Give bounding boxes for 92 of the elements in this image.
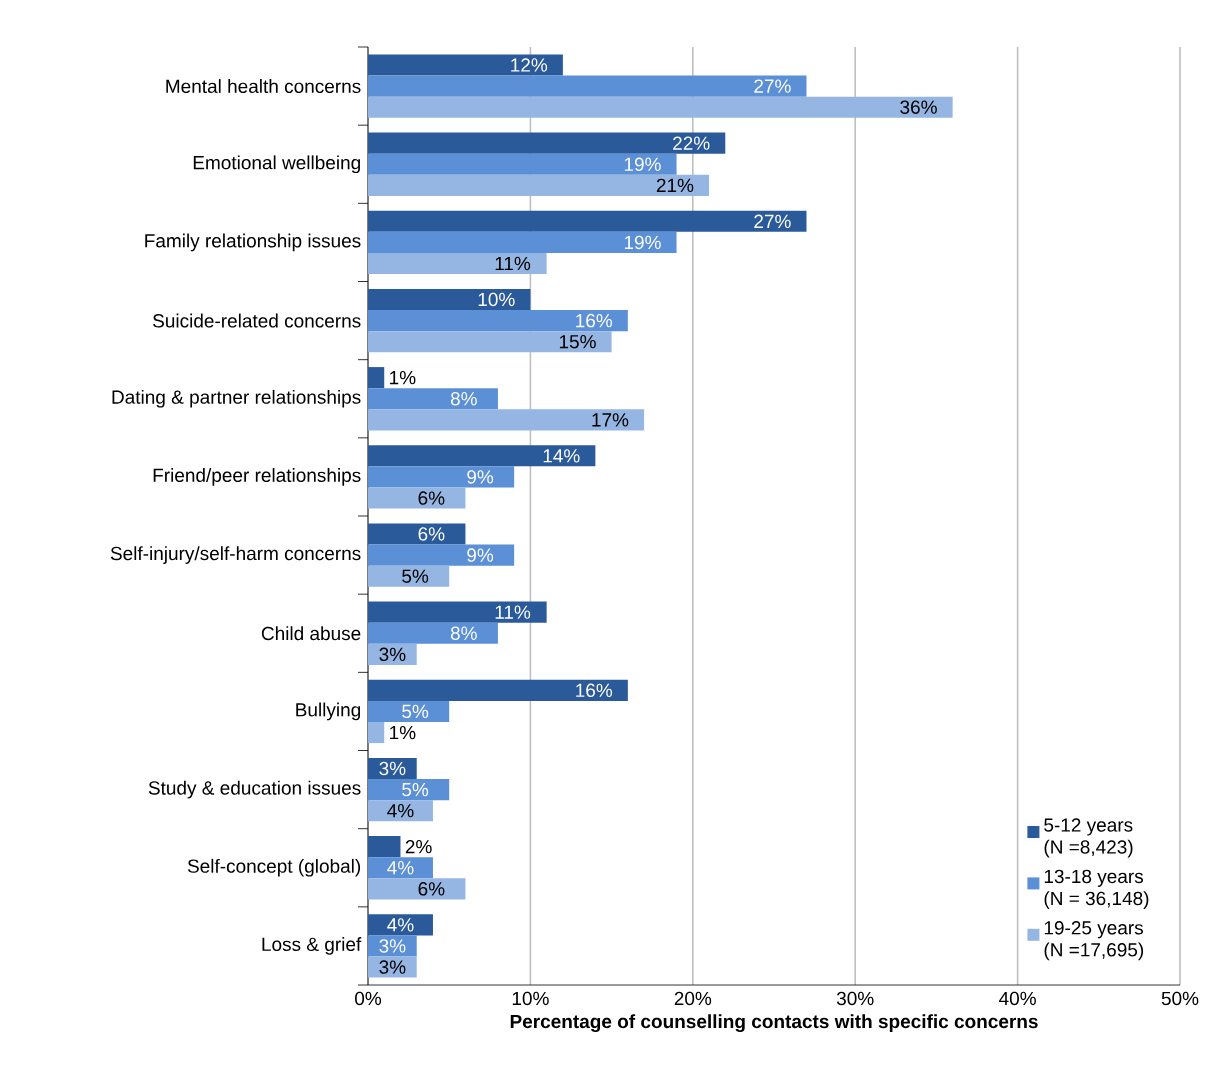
y-tick-label: Dating & partner relationships <box>112 389 361 408</box>
bar <box>368 700 450 722</box>
data-label: 19% <box>624 157 661 171</box>
data-label: 6% <box>418 527 445 541</box>
x-tick-label: 40% <box>999 991 1036 1006</box>
data-label: 1% <box>390 725 416 740</box>
bar <box>368 231 677 253</box>
data-label: 27% <box>754 79 791 93</box>
data-label: 16% <box>576 683 613 698</box>
data-label: 6% <box>418 491 445 505</box>
data-label: 4% <box>387 804 414 818</box>
data-label: 21% <box>656 178 694 193</box>
bar <box>368 757 417 780</box>
data-label: 11% <box>495 605 531 619</box>
y-tick-label: Mental health concerns <box>166 79 361 94</box>
legend-label: 19-25 years (N =17,695) <box>1044 921 1144 961</box>
data-label: 8% <box>450 392 477 406</box>
data-label: 4% <box>387 918 414 932</box>
bar <box>368 523 466 545</box>
data-label: 16% <box>576 313 613 328</box>
data-label: 1% <box>390 371 416 385</box>
x-axis-title: Percentage of counselling contacts with specific concerns <box>510 1014 1038 1033</box>
data-label: 2% <box>405 839 432 854</box>
data-label: 19% <box>624 235 661 250</box>
legend-label: 13-18 years (N = 36,148) <box>1044 869 1149 909</box>
y-tick-label: Bullying <box>296 702 361 721</box>
bar <box>368 466 515 488</box>
bar <box>368 544 515 566</box>
y-tick-label: Self-concept (global) <box>187 858 361 877</box>
bar <box>368 132 726 154</box>
y-tick-label: Friend/peer relationships <box>153 468 361 486</box>
data-label: 8% <box>450 626 477 640</box>
y-tick-label: Study & education issues <box>148 780 361 799</box>
x-tick-label: 10% <box>512 991 549 1006</box>
data-label: 5% <box>402 704 429 719</box>
data-label: 27% <box>754 214 791 229</box>
bar <box>368 153 677 175</box>
bar <box>368 800 433 822</box>
data-label: 4% <box>387 861 414 875</box>
y-tick-label: Suicide-related concerns <box>153 313 361 328</box>
data-label: 6% <box>418 882 445 896</box>
data-label: 9% <box>467 548 494 562</box>
bar <box>368 601 547 623</box>
bar <box>368 721 385 744</box>
data-label: 9% <box>467 470 494 484</box>
bar <box>368 445 596 467</box>
y-tick-label: Emotional wellbeing <box>193 155 360 174</box>
x-tick-label: 50% <box>1161 991 1199 1006</box>
data-label: 22% <box>673 136 710 150</box>
bar <box>368 565 450 587</box>
bar <box>368 174 710 196</box>
legend-label: 5-12 years (N =8,423) <box>1044 818 1133 858</box>
data-label: 11% <box>495 256 531 271</box>
x-tick-label: 0% <box>355 991 382 1006</box>
x-tick-label: 20% <box>674 991 712 1006</box>
bar <box>368 252 547 275</box>
data-label: 15% <box>559 335 596 349</box>
bar <box>368 956 417 978</box>
bar <box>368 487 466 509</box>
bar <box>368 96 953 118</box>
y-tick-label: Child abuse <box>261 626 361 641</box>
bar <box>368 857 433 879</box>
data-label: 5% <box>402 569 429 583</box>
bar <box>368 54 563 76</box>
data-label: 36% <box>900 100 937 114</box>
y-tick-label: Loss & grief <box>262 937 362 955</box>
y-tick-label: Family relationship issues <box>145 233 361 252</box>
data-label: 3% <box>379 647 406 662</box>
bar <box>368 679 628 701</box>
bar <box>368 836 401 858</box>
bar <box>368 75 807 97</box>
data-label: 14% <box>543 449 580 463</box>
bar <box>368 388 498 410</box>
bar <box>368 622 498 644</box>
data-label: 10% <box>478 292 515 307</box>
bar <box>368 310 628 332</box>
bar <box>368 779 450 801</box>
data-label: 3% <box>379 939 406 953</box>
data-label: 12% <box>511 58 548 72</box>
data-label: 3% <box>379 960 406 974</box>
bar <box>368 878 466 900</box>
bar <box>368 914 433 936</box>
bar <box>368 367 385 389</box>
bar <box>368 288 531 311</box>
x-tick-label: 30% <box>836 991 874 1006</box>
bar <box>368 210 807 232</box>
bar <box>368 409 645 431</box>
bar <box>368 331 612 353</box>
data-label: 3% <box>379 761 406 776</box>
data-label: 17% <box>592 413 629 427</box>
data-label: 5% <box>402 782 429 797</box>
y-tick-label: Self-injury/self-harm concerns <box>110 546 361 564</box>
